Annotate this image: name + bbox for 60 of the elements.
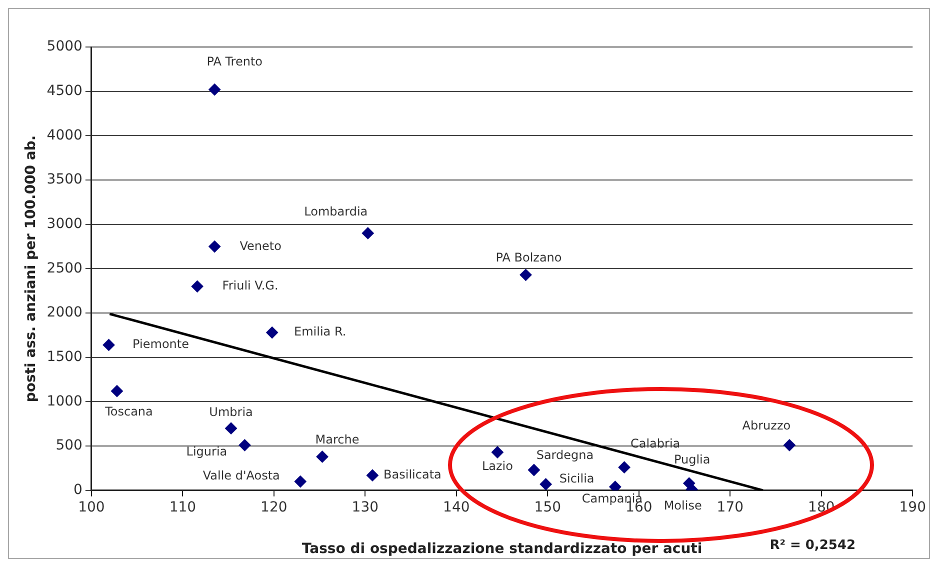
x-tick-label: 100	[78, 499, 105, 516]
point	[528, 464, 540, 476]
point	[294, 476, 306, 488]
x-tick-label: 130	[352, 499, 379, 516]
x-tick-label: 120	[260, 499, 288, 516]
point	[618, 461, 630, 474]
annotation: PA Trento	[206, 54, 262, 69]
annotation: Lazio	[482, 458, 513, 473]
y-tick-label: 3500	[46, 172, 82, 188]
annotation: Abruzzo	[742, 418, 791, 432]
x-tick-label: 150	[534, 499, 562, 516]
point	[110, 385, 123, 398]
point	[362, 227, 374, 240]
x-tick-label: 110	[169, 499, 196, 516]
annotation: Lombardia	[304, 204, 368, 218]
annotation: Marche	[315, 432, 360, 446]
y-tick-label: 3000	[46, 216, 82, 232]
annotation: PA Bolzano	[496, 250, 562, 264]
text: R² = 0,2542	[770, 538, 856, 553]
y-tick-label: 1500	[46, 349, 82, 366]
annotation: Umbria	[209, 405, 253, 420]
y-tick-label: 2500	[46, 260, 82, 276]
annotation: Sardegna	[536, 448, 594, 462]
x-tick-label: 190	[899, 499, 926, 516]
point	[520, 268, 532, 281]
y-tick-label: 5000	[46, 38, 82, 55]
point	[491, 446, 504, 458]
annotation: Basilicata	[384, 467, 442, 482]
point	[238, 439, 251, 452]
point	[316, 450, 328, 463]
point	[191, 280, 204, 292]
y-tick-label: 4000	[46, 127, 82, 144]
point	[783, 439, 796, 452]
point	[208, 84, 221, 96]
y-tick-label: 2000	[46, 304, 82, 321]
point	[266, 326, 278, 339]
annotation: Sicilia	[559, 471, 594, 486]
annotation: Valle d'Aosta	[202, 468, 280, 483]
annotation: Puglia	[674, 452, 710, 466]
point	[366, 469, 378, 482]
y-axis-title: posti ass. anziani per 100.000 ab.	[23, 135, 40, 402]
y-tick-label: 1000	[46, 393, 82, 410]
annotation: Veneto	[240, 239, 282, 254]
x-tick-label: 170	[716, 499, 744, 516]
annotation: Emilia R.	[294, 324, 346, 339]
y-tick-label: 0	[74, 482, 82, 498]
annotation: Liguria	[186, 444, 228, 458]
y-tick-label: 4500	[46, 82, 82, 99]
annotation: Piemonte	[132, 337, 189, 352]
point	[540, 478, 552, 490]
y-tick-label: 500	[56, 438, 82, 454]
x-axis-title: Tasso di ospedalizzazione standardizzato per acuti	[302, 541, 702, 558]
point	[102, 338, 115, 351]
annotation: Molise	[664, 498, 702, 513]
point	[208, 240, 221, 253]
point	[225, 422, 238, 434]
annotation: Toscana	[104, 404, 153, 419]
point	[609, 480, 622, 490]
annotation: Friuli V.G.	[222, 278, 278, 293]
x-tick-label: 140	[443, 499, 470, 516]
